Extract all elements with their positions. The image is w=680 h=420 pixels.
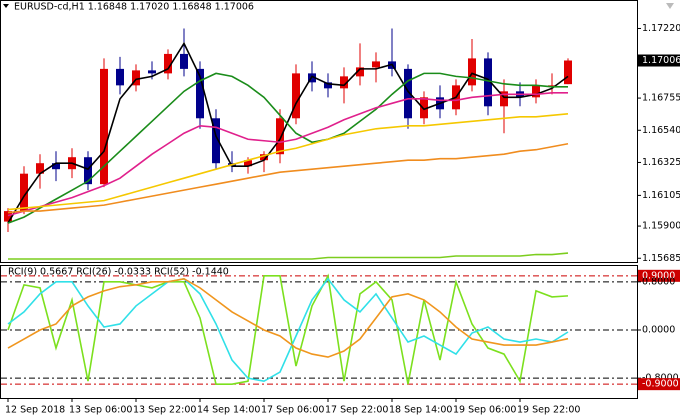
menu-icon[interactable] (3, 4, 9, 8)
y-tick-label: 1.16325 (642, 157, 680, 168)
y-tick-label: 0.9000 (642, 270, 675, 281)
candle-body (100, 68, 108, 185)
y-tick-label: 1.16540 (642, 125, 680, 136)
candle-body (420, 97, 428, 119)
candle-body (356, 67, 364, 77)
candle-body (276, 118, 284, 155)
current-price: 1.17006 (642, 55, 680, 66)
candle-body (20, 173, 28, 212)
y-tick-label: 0.8000 (642, 276, 675, 287)
candle-body (132, 70, 140, 86)
candle-body (84, 157, 92, 185)
x-tick-label: 17 Sep 22:00 (325, 405, 388, 416)
candle-body (500, 91, 508, 107)
y-tick-label: 0.0000 (642, 324, 675, 335)
y-tick-label: 1.17220 (642, 23, 680, 34)
x-tick-label: 17 Sep 06:00 (261, 405, 324, 416)
price-box (638, 54, 680, 67)
rci-title: RCI(9) 0.5667 RCI(26) -0.0333 RCI(52) -0… (8, 267, 229, 278)
main-panel (0, 0, 638, 263)
x-tick-label: 18 Sep 14:00 (389, 405, 452, 416)
line-series (7, 112, 569, 211)
candle-body (4, 211, 12, 222)
y-tick-label: 1.15685 (642, 253, 680, 264)
candle-body (180, 53, 188, 69)
y-tick-label: 1.15900 (642, 221, 680, 232)
x-tick-label: 12 Sep 2018 (5, 405, 65, 416)
candle-body (116, 68, 124, 86)
line-series (7, 277, 569, 382)
candle-body (292, 73, 300, 119)
candle-body (164, 53, 172, 74)
candle-body (372, 61, 380, 68)
candle-body (404, 68, 412, 119)
line-series (7, 277, 569, 358)
candle-body (564, 60, 572, 85)
candle-body (148, 70, 156, 74)
candle-body (260, 154, 268, 161)
x-tick-label: 19 Sep 22:00 (517, 405, 580, 416)
x-tick-label: 14 Sep 14:00 (197, 405, 260, 416)
level-box (638, 269, 680, 282)
x-tick-label: 19 Sep 06:00 (453, 405, 516, 416)
candle-body (36, 163, 44, 174)
y-tick-label: 1.16105 (642, 190, 680, 201)
candle-body (340, 76, 348, 89)
line-series (7, 92, 568, 217)
line-series (7, 41, 569, 224)
shift-icon[interactable] (666, 3, 674, 9)
y-tick-label: -0.9000 (642, 379, 679, 390)
level-box (638, 378, 680, 391)
rci-panel (0, 265, 638, 399)
chart-title: EURUSD-cd,H1 1.16848 1.17020 1.16848 1.1… (14, 2, 254, 13)
candle-body (196, 68, 204, 119)
candle-body (244, 160, 252, 167)
candle-body (548, 85, 556, 87)
candle-body (52, 163, 60, 170)
line-series (7, 273, 569, 385)
candle-body (468, 58, 476, 86)
line-series (8, 252, 569, 260)
x-tick-label: 13 Sep 06:00 (69, 405, 132, 416)
line-series (7, 142, 569, 214)
x-tick-label: 13 Sep 22:00 (133, 405, 196, 416)
candle-body (324, 82, 332, 89)
candle-body (532, 85, 540, 98)
y-tick-label: 1.16755 (642, 93, 680, 104)
candle-body (212, 118, 220, 164)
y-tick-label: -0.8000 (642, 373, 679, 384)
line-series (7, 72, 568, 224)
candle-body (484, 58, 492, 107)
